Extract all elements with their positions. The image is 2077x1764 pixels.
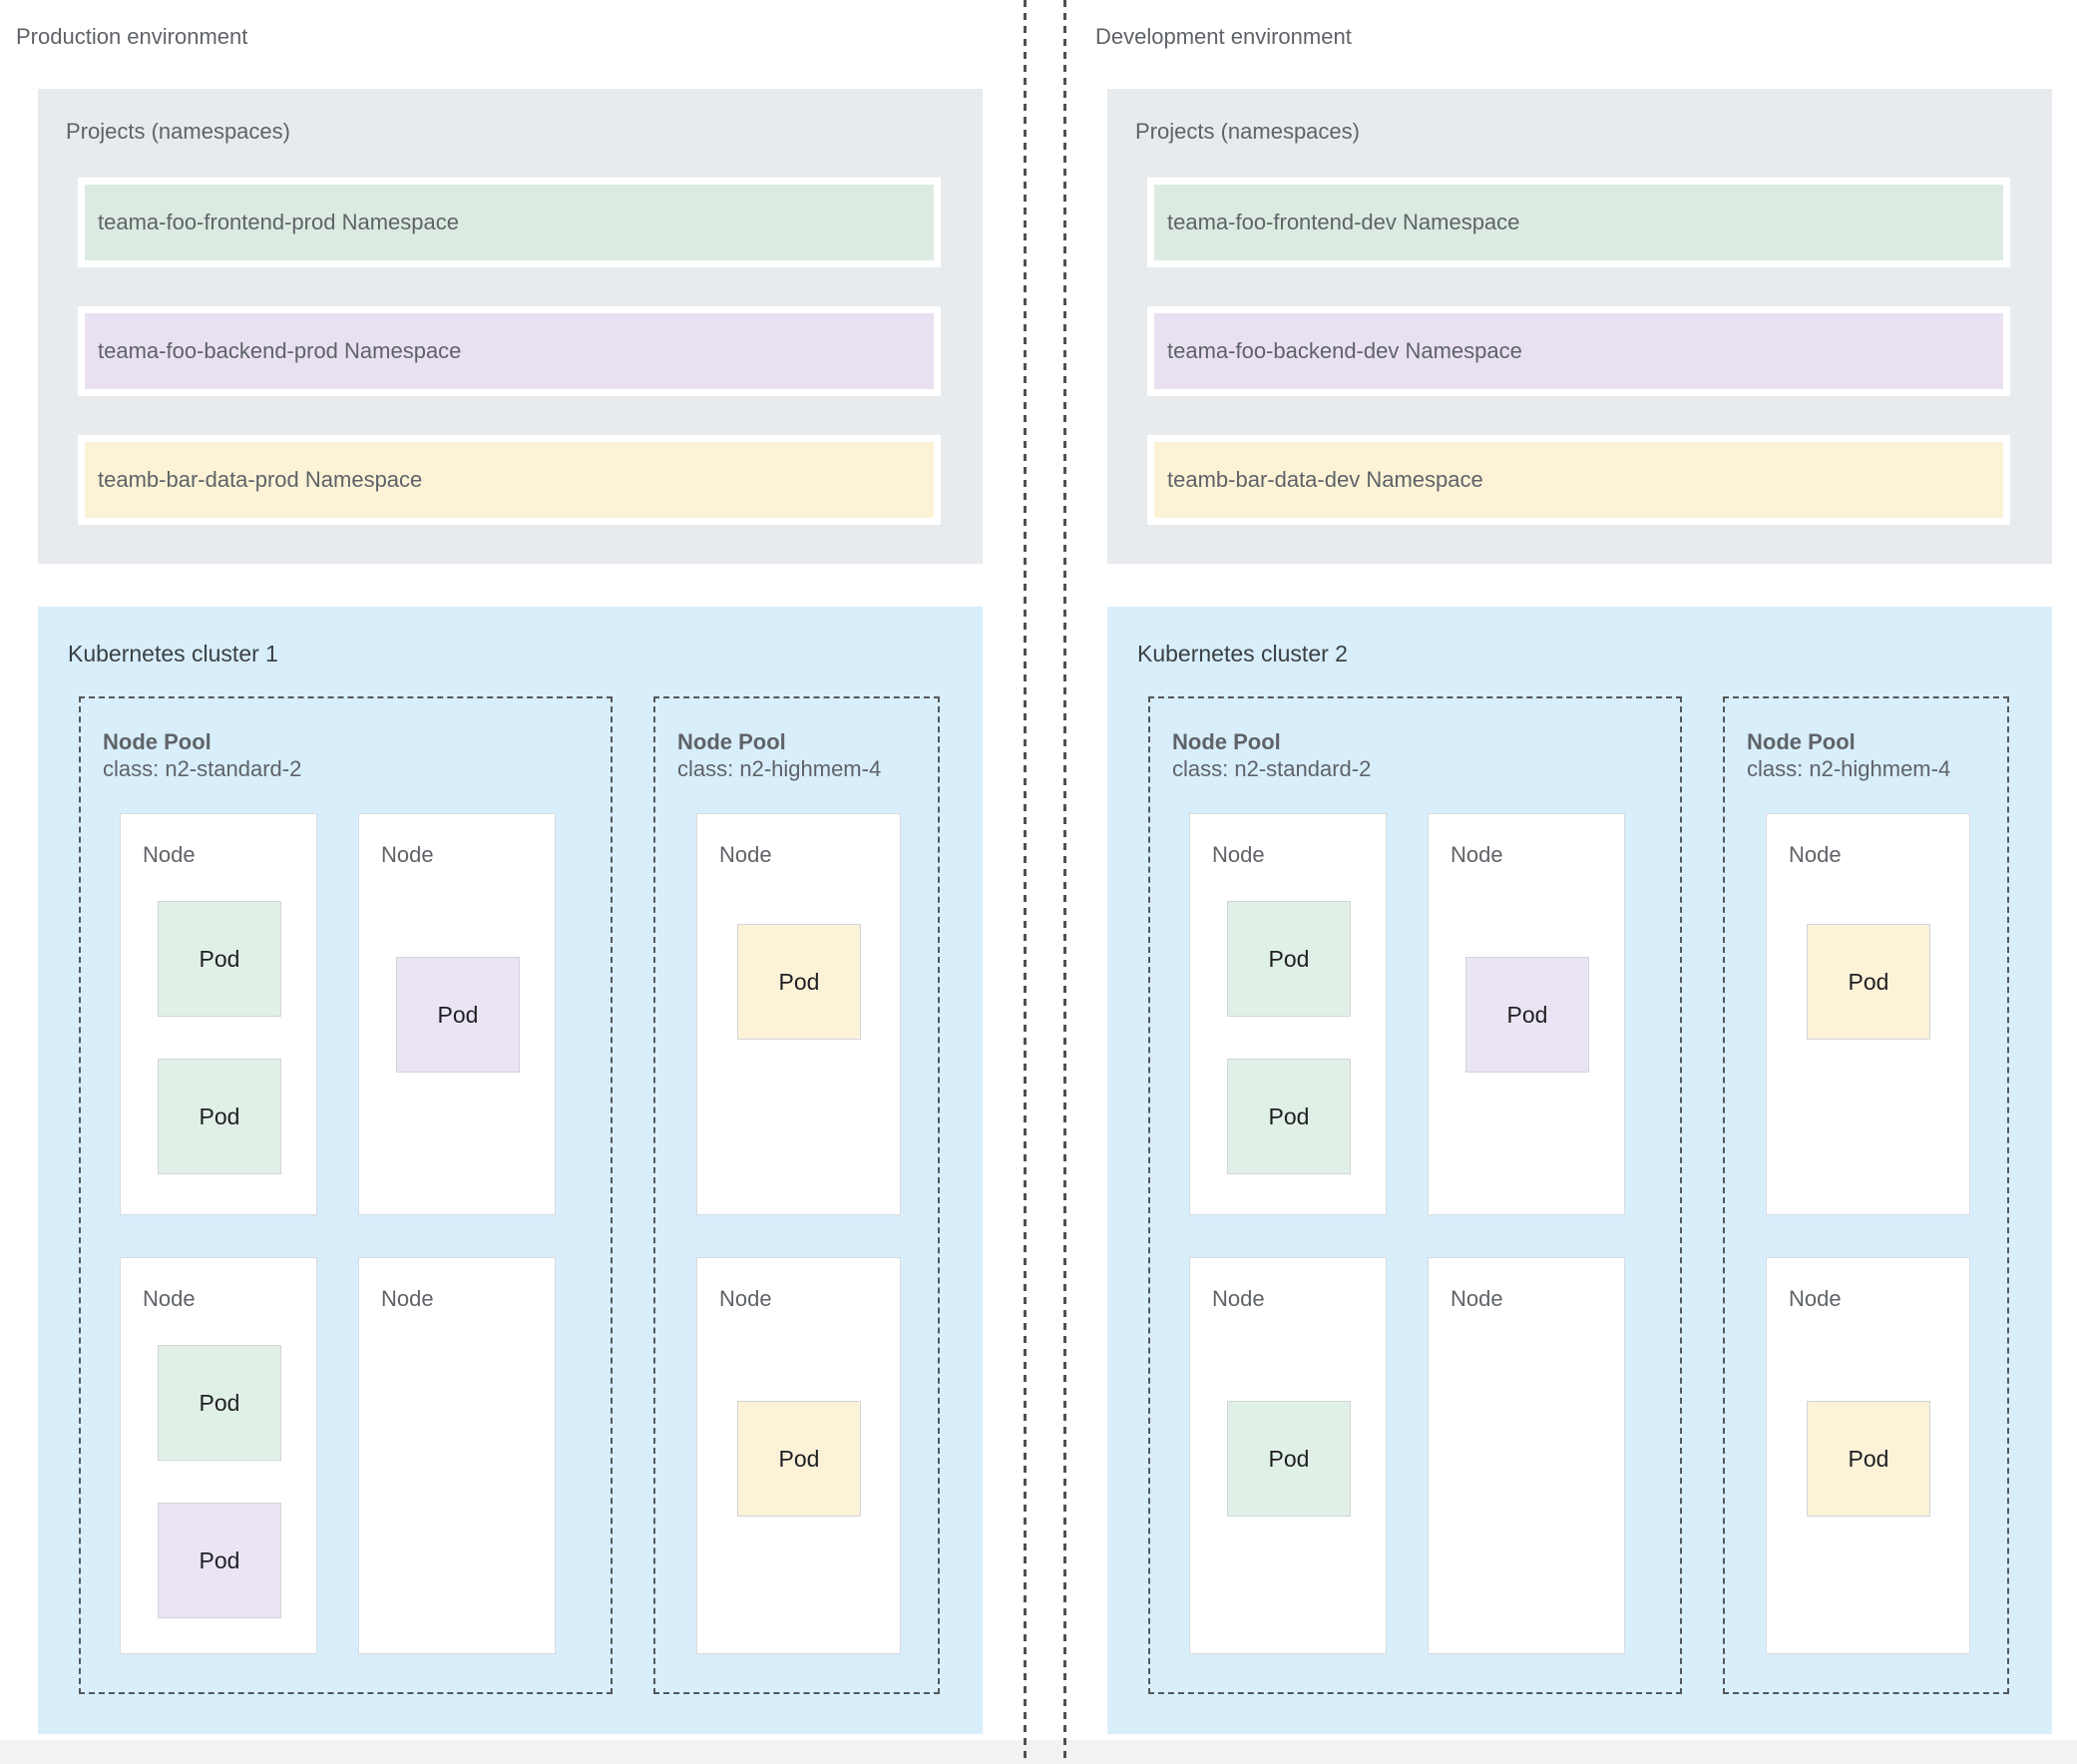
node-pool-class: class: n2-standard-2 — [1172, 756, 1372, 781]
node-box: Node Pod — [1428, 813, 1625, 1215]
node-box: Node Pod — [696, 1257, 901, 1654]
node-pool-title: Node Pool — [677, 729, 786, 754]
node-label: Node — [1451, 1286, 1503, 1311]
bottom-edge-strip — [0, 1740, 2077, 1764]
node-label: Node — [1789, 842, 1842, 867]
pod-box: Pod — [1807, 1401, 1930, 1517]
node-pool-standard-cluster-1: Node Pool class: n2-standard-2 Node Pod … — [79, 696, 613, 1694]
pod-box: Pod — [158, 1503, 281, 1618]
node-label: Node — [381, 1286, 434, 1311]
environment-divider-line-right — [1063, 0, 1066, 1764]
cluster-title: Kubernetes cluster 2 — [1137, 641, 1348, 666]
pod-box: Pod — [1807, 924, 1930, 1040]
node-box: Node Pod — [696, 813, 901, 1215]
namespace-bar-frontend-prod: teama-foo-frontend-prod Namespace — [78, 178, 941, 267]
node-pool-highmem-cluster-2: Node Pool class: n2-highmem-4 Node Pod N… — [1723, 696, 2009, 1694]
projects-panel-title: Projects (namespaces) — [1135, 119, 1360, 144]
node-pool-class: class: n2-highmem-4 — [1747, 756, 1951, 781]
development-environment-section: Development environment Projects (namesp… — [1095, 0, 2052, 1764]
node-label: Node — [381, 842, 434, 867]
node-box: Node Pod — [1766, 1257, 1970, 1654]
pod-box: Pod — [1227, 901, 1351, 1017]
namespace-bar-backend-prod: teama-foo-backend-prod Namespace — [78, 306, 941, 396]
node-box: Node Pod Pod — [120, 1257, 317, 1654]
pod-box: Pod — [1227, 1059, 1351, 1174]
node-pool-header: Node Pool class: n2-highmem-4 — [1747, 728, 1950, 782]
node-pool-title: Node Pool — [103, 729, 211, 754]
node-label: Node — [1212, 1286, 1265, 1311]
pod-box: Pod — [1227, 1401, 1351, 1517]
node-box: Node Pod — [358, 813, 556, 1215]
namespace-label: teama-foo-backend-dev Namespace — [1167, 338, 1522, 363]
node-pool-title: Node Pool — [1172, 729, 1281, 754]
node-pool-class: class: n2-highmem-4 — [677, 756, 882, 781]
development-environment-label: Development environment — [1095, 24, 1352, 49]
namespace-label: teama-foo-frontend-prod Namespace — [98, 210, 459, 234]
pod-box: Pod — [737, 924, 861, 1040]
node-label: Node — [143, 842, 196, 867]
node-label: Node — [1789, 1286, 1842, 1311]
pod-box: Pod — [158, 901, 281, 1017]
namespace-label: teama-foo-backend-prod Namespace — [98, 338, 462, 363]
node-pool-title: Node Pool — [1747, 729, 1856, 754]
node-label: Node — [1451, 842, 1503, 867]
pod-box: Pod — [737, 1401, 861, 1517]
node-box: Node Pod — [1189, 1257, 1387, 1654]
node-pool-standard-cluster-2: Node Pool class: n2-standard-2 Node Pod … — [1148, 696, 1682, 1694]
projects-panel-prod: Projects (namespaces) teama-foo-frontend… — [38, 89, 983, 564]
kubernetes-cluster-panel-2: Kubernetes cluster 2 Node Pool class: n2… — [1107, 607, 2052, 1734]
node-label: Node — [719, 1286, 772, 1311]
namespace-bar-data-dev: teamb-bar-data-dev Namespace — [1147, 435, 2010, 525]
node-pool-header: Node Pool class: n2-standard-2 — [1172, 728, 1371, 782]
node-pool-highmem-cluster-1: Node Pool class: n2-highmem-4 Node Pod N… — [653, 696, 940, 1694]
namespace-bar-data-prod: teamb-bar-data-prod Namespace — [78, 435, 941, 525]
projects-panel-title: Projects (namespaces) — [66, 119, 290, 144]
pod-box: Pod — [158, 1059, 281, 1174]
namespace-label: teamb-bar-data-dev Namespace — [1167, 467, 1483, 492]
production-environment-label: Production environment — [16, 24, 248, 49]
node-pool-header: Node Pool class: n2-standard-2 — [103, 728, 301, 782]
node-pool-header: Node Pool class: n2-highmem-4 — [677, 728, 881, 782]
node-label: Node — [719, 842, 772, 867]
cluster-title: Kubernetes cluster 1 — [68, 641, 278, 666]
node-box-empty: Node — [1428, 1257, 1625, 1654]
node-box: Node Pod Pod — [1189, 813, 1387, 1215]
namespace-bar-frontend-dev: teama-foo-frontend-dev Namespace — [1147, 178, 2010, 267]
node-pool-class: class: n2-standard-2 — [103, 756, 302, 781]
node-box-empty: Node — [358, 1257, 556, 1654]
kubernetes-cluster-panel-1: Kubernetes cluster 1 Node Pool class: n2… — [38, 607, 983, 1734]
namespace-label: teamb-bar-data-prod Namespace — [98, 467, 423, 492]
environment-divider-line-left — [1024, 0, 1027, 1764]
pod-box: Pod — [1465, 957, 1589, 1073]
node-label: Node — [143, 1286, 196, 1311]
node-label: Node — [1212, 842, 1265, 867]
pod-box: Pod — [396, 957, 520, 1073]
node-box: Node Pod Pod — [120, 813, 317, 1215]
node-box: Node Pod — [1766, 813, 1970, 1215]
namespace-label: teama-foo-frontend-dev Namespace — [1167, 210, 1520, 234]
projects-panel-dev: Projects (namespaces) teama-foo-frontend… — [1107, 89, 2052, 564]
namespace-bar-backend-dev: teama-foo-backend-dev Namespace — [1147, 306, 2010, 396]
production-environment-section: Production environment Projects (namespa… — [16, 0, 983, 1764]
pod-box: Pod — [158, 1345, 281, 1461]
